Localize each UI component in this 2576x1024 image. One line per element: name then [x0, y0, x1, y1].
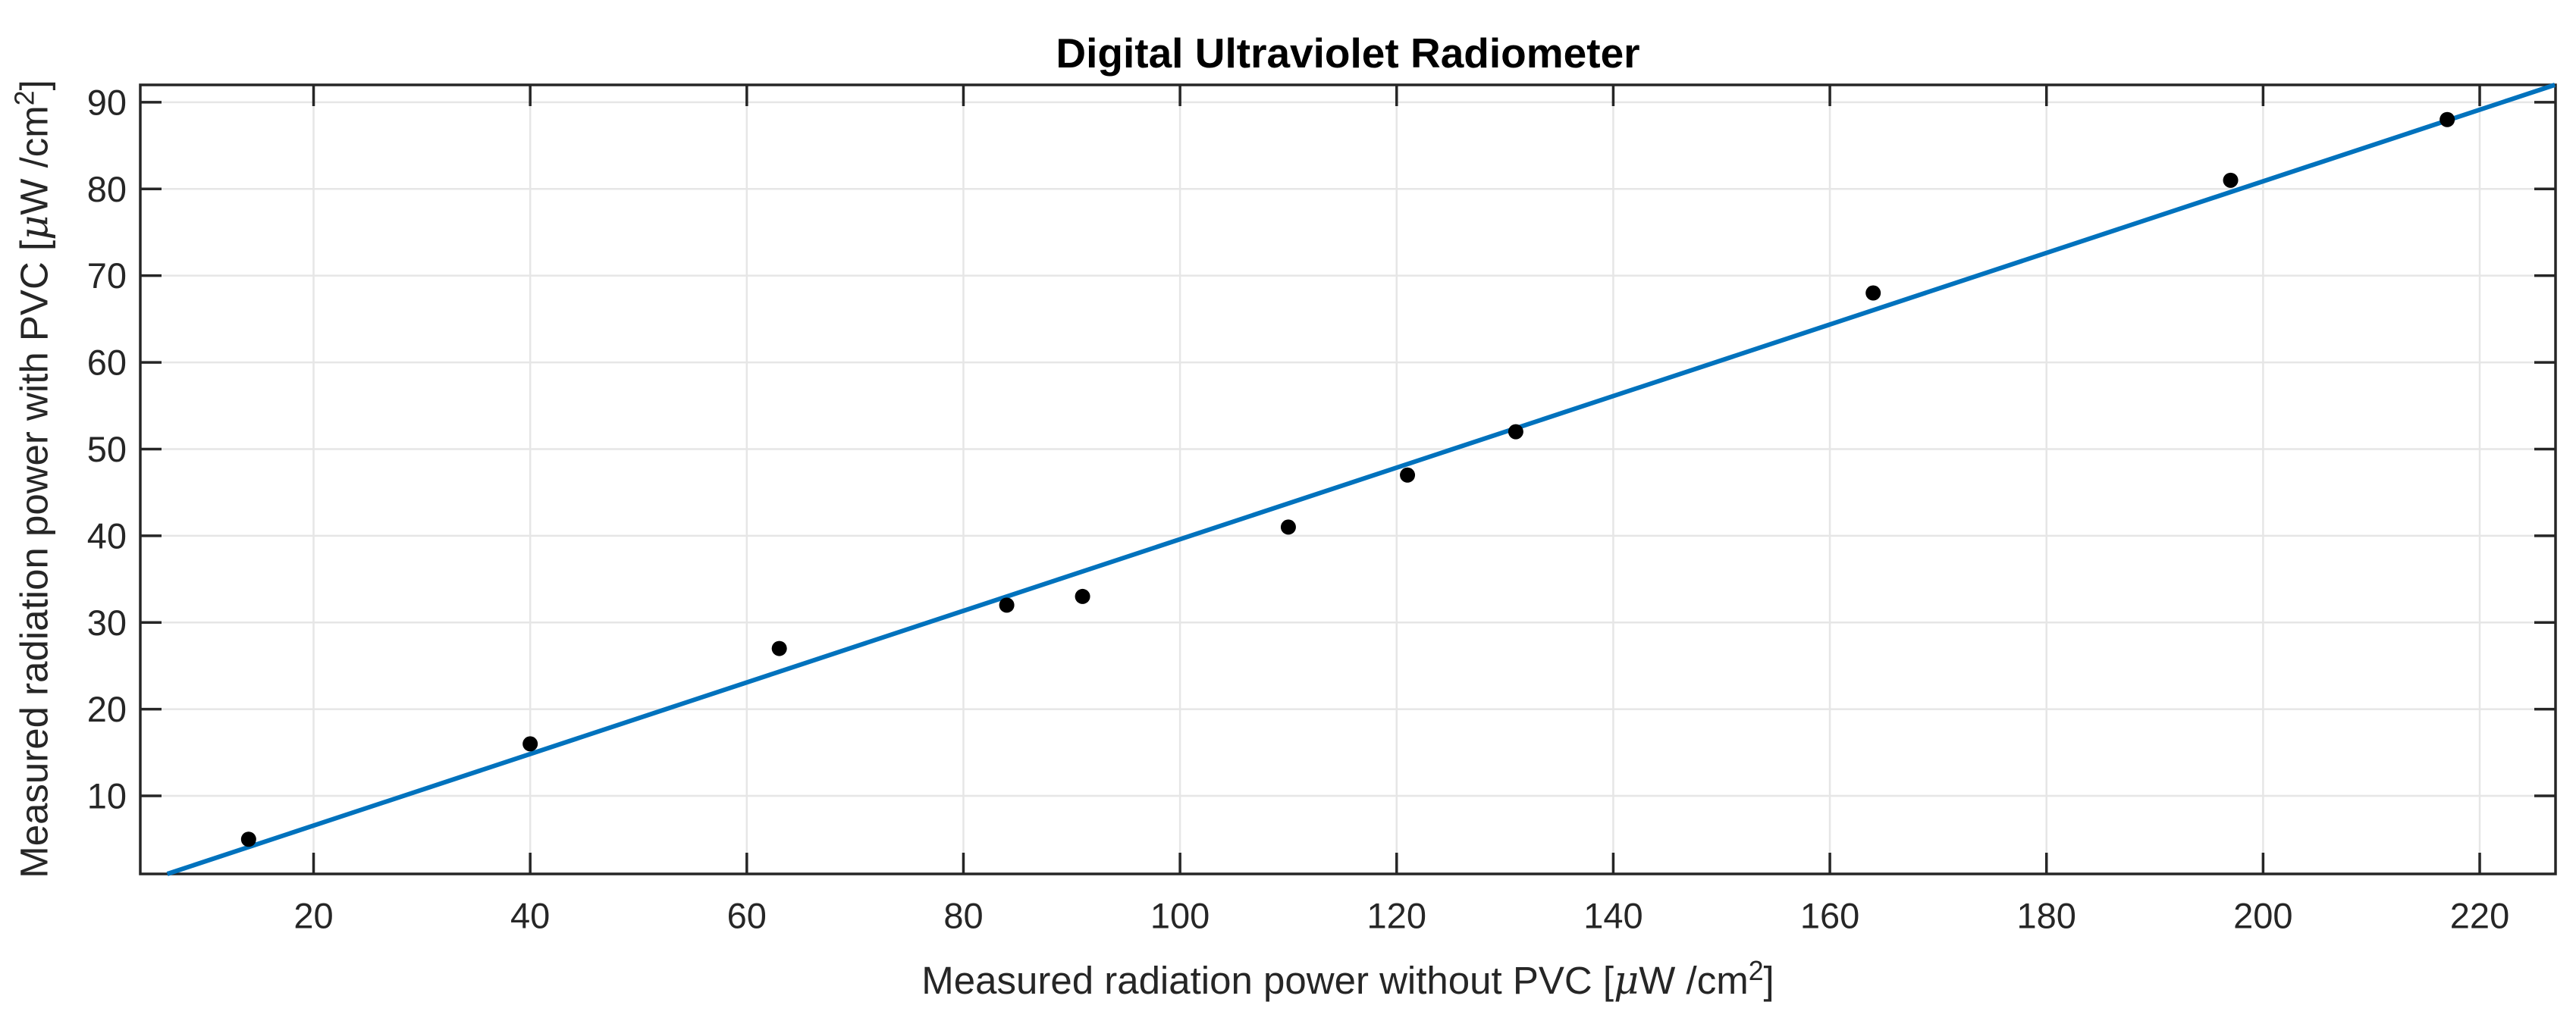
mu-symbol: μ: [12, 215, 58, 240]
x-tick-label: 140: [1583, 896, 1643, 936]
data-point: [1280, 519, 1296, 535]
y-tick-label: 30: [87, 603, 127, 643]
tick-marks: [140, 85, 2556, 874]
data-point: [999, 597, 1015, 613]
x-tick-label: 60: [727, 896, 767, 936]
y-tick-label: 50: [87, 429, 127, 469]
data-point: [2223, 172, 2239, 188]
mu-symbol: μ: [1614, 959, 1639, 1004]
x-tick-label: 120: [1367, 896, 1426, 936]
x-tick-label: 220: [2450, 896, 2509, 936]
data-point: [522, 736, 538, 752]
x-tick-label: 20: [293, 896, 333, 936]
y-axis-label-exponent: 2: [9, 90, 40, 106]
plot-border: [139, 83, 2557, 875]
x-tick-label: 100: [1150, 896, 1210, 936]
y-tick-label: 80: [87, 169, 127, 209]
y-tick-label: 40: [87, 515, 127, 556]
fit-line: [166, 83, 2556, 876]
y-tick-label: 10: [87, 776, 127, 816]
y-tick-label: 90: [87, 82, 127, 122]
x-axis-label-unit: W /cm: [1639, 959, 1749, 1002]
y-tick-label: 60: [87, 343, 127, 383]
axis-box: [139, 83, 2557, 875]
data-point: [2440, 111, 2455, 127]
x-tick-label: 180: [2017, 896, 2076, 936]
y-axis-label-bracket: ]: [12, 80, 56, 91]
y-axis-label-unit: W /cm: [12, 105, 56, 215]
data-point: [1865, 285, 1881, 301]
x-tick-label: 200: [2233, 896, 2292, 936]
x-tick-label: 160: [1800, 896, 1859, 936]
x-tick-label: 80: [943, 896, 983, 936]
y-axis-label: Measured radiation power with PVC [μW /c…: [10, 80, 58, 878]
y-axis-label-text: Measured radiation power with PVC [: [12, 240, 56, 878]
x-axis-label: Measured radiation power without PVC [μW…: [140, 956, 2556, 1004]
x-axis-label-bracket: ]: [1763, 959, 1774, 1002]
data-point: [771, 640, 787, 656]
y-tick-label: 20: [87, 689, 127, 729]
data-point: [1075, 588, 1090, 604]
x-axis-label-text: Measured radiation power without PVC [: [921, 959, 1614, 1002]
data-point: [1400, 467, 1416, 483]
chart-title: Digital Ultraviolet Radiometer: [1056, 30, 1640, 77]
data-layer: [166, 83, 2556, 876]
data-point: [1508, 424, 1523, 440]
x-axis-label-exponent: 2: [1748, 956, 1764, 986]
y-tick-label: 70: [87, 255, 127, 296]
data-point: [240, 831, 256, 847]
grid-lines: [140, 85, 2556, 874]
x-tick-label: 40: [510, 896, 550, 936]
tick-labels: 20 40 60 80 100 120 140 160 180 200 220 10 20 30 40 50 6…: [87, 82, 2510, 935]
